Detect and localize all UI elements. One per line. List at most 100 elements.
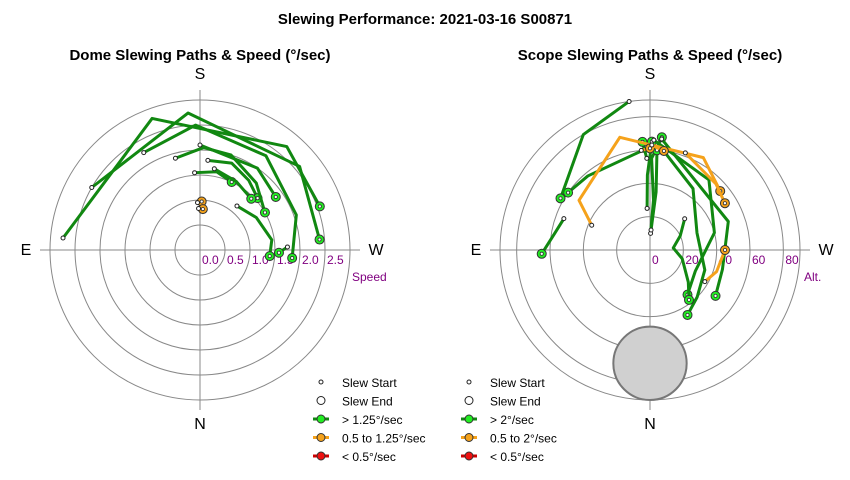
scope-legend-end-symbol: [464, 396, 474, 405]
dome-slew-start-marker: [205, 157, 211, 163]
scope-slew-start-marker: [589, 222, 595, 228]
scope-slew-path: [652, 138, 716, 297]
dome-slew-start-marker: [195, 200, 201, 206]
dome-legend-label: > 1.25°/sec: [342, 413, 403, 427]
scope-excluded-zone-disc: [612, 325, 688, 402]
dome-legend-label: Slew Start: [342, 376, 397, 390]
scope-compass-left: E: [471, 242, 482, 259]
scope-compass-top: S: [645, 66, 656, 83]
scope-slew-path: [649, 148, 659, 232]
scope-slew-end-ring: [686, 297, 691, 302]
scope-excluded-zone: [612, 325, 688, 402]
scope-slew-path: [577, 135, 722, 227]
scope-slew-start-marker: [649, 142, 655, 148]
dome-slew-end-ring: [200, 207, 205, 212]
dome-slew-start-marker: [284, 244, 290, 250]
scope-legend-label: Slew End: [490, 395, 541, 409]
dome-slew-end-ring: [255, 196, 260, 201]
scope-slew-end-ring: [713, 293, 718, 298]
dome-slew-start-marker: [192, 170, 198, 176]
scope-slew-end-ring: [722, 201, 727, 206]
scope-compass-right: W: [818, 242, 834, 259]
scope-radial-tick-label: 20: [685, 253, 699, 267]
dome-slew-path: [206, 158, 260, 200]
scope-legend-marker-fast: [464, 414, 474, 424]
scope-legend-marker-slow: [464, 451, 474, 461]
scope-radial-tick-label: 80: [785, 253, 799, 267]
scope-slew-end-ring: [558, 196, 563, 201]
dome-legend-label: 0.5 to 1.25°/sec: [342, 432, 426, 446]
dome-slew-end-ring: [262, 210, 267, 215]
scope-slew-start-marker: [638, 147, 644, 153]
scope-slew-start-marker: [651, 137, 657, 143]
scope-slew-start-marker: [682, 150, 688, 156]
scope-slew-path: [659, 145, 707, 317]
dome-radial-tick-label: 2.0: [302, 253, 319, 267]
dome-radial-tick-label: 0.5: [227, 253, 244, 267]
dome-legend-label: Slew End: [342, 395, 393, 409]
dome-slew-path: [90, 111, 322, 242]
scope-slew-path: [566, 148, 645, 195]
scope-slew-start-marker: [644, 205, 650, 211]
dome-legend-label: < 0.5°/sec: [342, 450, 396, 464]
scope-radial-axis-label: Alt.: [804, 270, 821, 284]
dome-slew-start-marker: [234, 203, 240, 209]
scope-slew-start-marker: [682, 216, 688, 222]
scope-legend-start-symbol: [466, 379, 472, 385]
dome-slew-path: [173, 146, 267, 214]
dome-legend-end-symbol: [316, 396, 326, 405]
scope-legend-label: 0.5 to 2°/sec: [490, 432, 557, 446]
scope-slew-start-marker: [648, 227, 654, 233]
figure-title: Slewing Performance: 2021-03-16 S00871: [278, 11, 572, 28]
scope-panel-title: Scope Slewing Paths & Speed (°/sec): [518, 47, 782, 64]
scope-slew-path: [671, 217, 691, 302]
scope-compass-bottom: N: [644, 416, 656, 433]
dome-legend-marker-slow: [316, 451, 326, 461]
dome-slew-start-marker: [196, 206, 202, 212]
dome-slew-start-marker: [211, 166, 217, 172]
dome-legend-marker-medium: [316, 433, 326, 442]
dome-slew-path: [235, 204, 274, 258]
dome-legend-marker-fast: [316, 414, 326, 424]
dome-slew-start-marker: [172, 155, 178, 161]
dome-panel-title: Dome Slewing Paths & Speed (°/sec): [69, 47, 330, 64]
scope-slew-end-ring: [539, 251, 544, 256]
dome-slew-end-ring: [267, 254, 272, 259]
dome-slew-end-ring: [290, 256, 295, 261]
dome-legend-start-symbol: [318, 379, 324, 385]
dome-slew-end-ring: [317, 237, 322, 242]
dome-slew-end-ring: [273, 194, 278, 199]
dome-slew-path: [212, 167, 253, 201]
scope-slew-end-ring: [661, 148, 666, 153]
scope-slew-end-ring: [648, 146, 653, 151]
dome-slew-start-marker: [89, 185, 95, 190]
scope-slew-start-marker: [659, 136, 665, 142]
dome-radial-axis-label: Speed: [352, 270, 387, 284]
scope-legend-label: > 2°/sec: [490, 413, 534, 427]
scope-legend-label: < 0.5°/sec: [490, 450, 544, 464]
dome-compass-top: S: [195, 66, 206, 83]
scope-radial-tick-label: 60: [752, 253, 766, 267]
scope-slew-start-marker: [561, 216, 567, 222]
scope-legend: Slew Start Slew End > 2°/sec 0.5 to 2°/sec <…: [461, 376, 557, 464]
scope-slew-start-marker: [702, 279, 708, 285]
dome-slew-start-marker: [60, 235, 66, 241]
dome-compass-left: E: [21, 242, 32, 259]
dome-slew-end-ring: [199, 199, 204, 204]
scope-slew-path: [559, 99, 631, 200]
dome-legend: Slew Start Slew End > 1.25°/sec 0.5 to 1.25…: [313, 376, 426, 464]
scope-slew-end-ring: [685, 312, 690, 317]
dome-polar-grid: [40, 90, 360, 410]
dome-slew-path: [198, 143, 278, 199]
dome-compass-right: W: [368, 242, 384, 259]
dome-radial-tick-label: 0.0: [202, 253, 219, 267]
scope-slew-path: [703, 248, 727, 284]
scope-slew-path: [540, 217, 566, 256]
scope-slew-path: [683, 151, 727, 205]
dome-slewing-panel: Dome Slewing Paths & Speed (°/sec) S N E…: [21, 47, 387, 433]
scope-legend-marker-medium: [464, 433, 474, 442]
dome-slew-path: [142, 123, 298, 260]
dome-slew-paths: [60, 111, 325, 264]
dome-radial-tick-label: 2.5: [327, 253, 344, 267]
